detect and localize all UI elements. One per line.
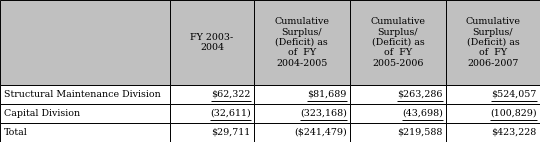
Bar bbox=[350, 104, 446, 123]
Bar bbox=[0, 104, 170, 123]
Bar bbox=[0, 123, 170, 142]
Text: $81,689: $81,689 bbox=[307, 90, 347, 99]
Text: $524,057: $524,057 bbox=[491, 90, 537, 99]
Text: (323,168): (323,168) bbox=[300, 109, 347, 118]
Bar bbox=[254, 0, 350, 85]
Bar bbox=[170, 0, 254, 85]
Text: Total: Total bbox=[4, 128, 28, 137]
Bar bbox=[170, 123, 254, 142]
Bar bbox=[446, 104, 540, 123]
Text: (32,611): (32,611) bbox=[210, 109, 251, 118]
Bar bbox=[170, 85, 254, 104]
Bar bbox=[0, 0, 170, 85]
Text: Cumulative
Surplus/
(Deficit) as
of  FY
2005-2006: Cumulative Surplus/ (Deficit) as of FY 2… bbox=[370, 17, 426, 68]
Bar bbox=[350, 85, 446, 104]
Bar bbox=[350, 0, 446, 85]
Bar bbox=[254, 104, 350, 123]
Text: Structural Maintenance Division: Structural Maintenance Division bbox=[4, 90, 161, 99]
Text: FY 2003-
2004: FY 2003- 2004 bbox=[190, 33, 234, 52]
Bar bbox=[170, 104, 254, 123]
Text: $29,711: $29,711 bbox=[211, 128, 251, 137]
Text: Capital Division: Capital Division bbox=[4, 109, 80, 118]
Text: $219,588: $219,588 bbox=[397, 128, 443, 137]
Bar bbox=[254, 85, 350, 104]
Bar bbox=[0, 85, 170, 104]
Bar bbox=[446, 0, 540, 85]
Text: Cumulative
Surplus/
(Deficit) as
of  FY
2006-2007: Cumulative Surplus/ (Deficit) as of FY 2… bbox=[465, 17, 521, 68]
Bar bbox=[254, 123, 350, 142]
Bar bbox=[446, 123, 540, 142]
Text: $62,322: $62,322 bbox=[211, 90, 251, 99]
Text: (43,698): (43,698) bbox=[402, 109, 443, 118]
Text: Cumulative
Surplus/
(Deficit) as
of  FY
2004-2005: Cumulative Surplus/ (Deficit) as of FY 2… bbox=[274, 17, 329, 68]
Bar bbox=[446, 85, 540, 104]
Text: ($241,479): ($241,479) bbox=[294, 128, 347, 137]
Text: (100,829): (100,829) bbox=[490, 109, 537, 118]
Text: $263,286: $263,286 bbox=[397, 90, 443, 99]
Text: $423,228: $423,228 bbox=[491, 128, 537, 137]
Bar bbox=[350, 123, 446, 142]
